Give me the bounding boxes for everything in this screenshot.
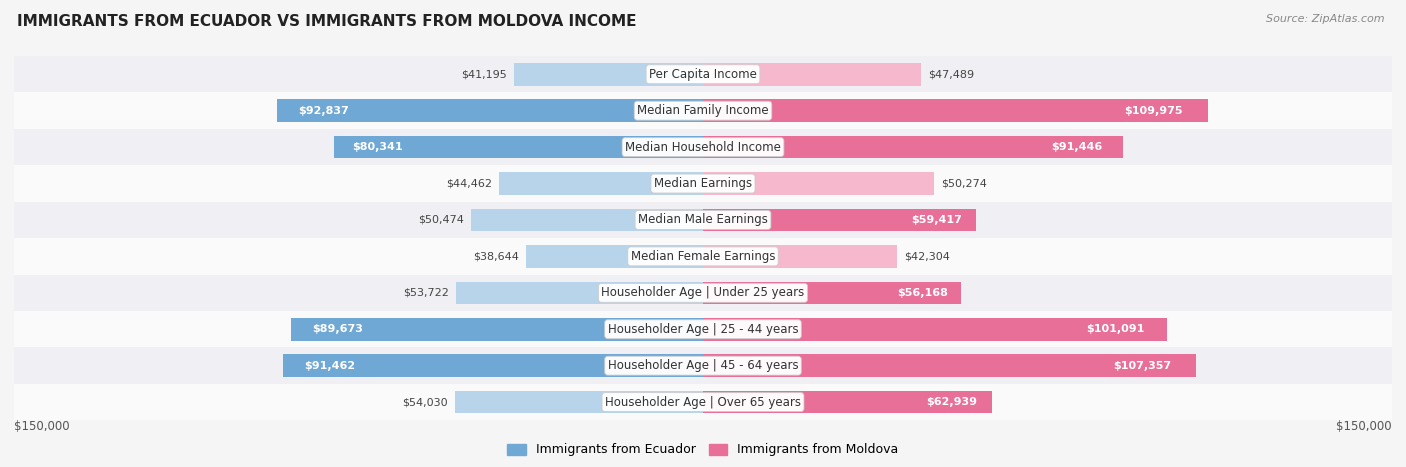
Text: $42,304: $42,304 xyxy=(904,251,950,262)
Bar xyxy=(526,245,703,268)
Bar xyxy=(703,354,1197,377)
Bar xyxy=(513,63,703,85)
Bar xyxy=(14,129,1392,165)
Bar xyxy=(277,99,703,122)
Bar xyxy=(291,318,703,340)
Bar xyxy=(703,391,993,413)
Text: Median Household Income: Median Household Income xyxy=(626,141,780,154)
Text: $150,000: $150,000 xyxy=(1336,420,1392,433)
Bar xyxy=(14,202,1392,238)
Text: $80,341: $80,341 xyxy=(353,142,404,152)
Text: $47,489: $47,489 xyxy=(928,69,974,79)
Text: $91,462: $91,462 xyxy=(304,361,356,371)
Text: Householder Age | 45 - 64 years: Householder Age | 45 - 64 years xyxy=(607,359,799,372)
Bar xyxy=(14,384,1392,420)
Text: $62,939: $62,939 xyxy=(927,397,977,407)
Text: $50,474: $50,474 xyxy=(419,215,464,225)
Bar xyxy=(14,165,1392,202)
Text: $91,446: $91,446 xyxy=(1050,142,1102,152)
Text: Median Female Earnings: Median Female Earnings xyxy=(631,250,775,263)
Bar xyxy=(703,245,897,268)
Bar xyxy=(703,136,1123,158)
Text: Median Family Income: Median Family Income xyxy=(637,104,769,117)
Text: Median Male Earnings: Median Male Earnings xyxy=(638,213,768,226)
Text: $101,091: $101,091 xyxy=(1085,324,1144,334)
Text: $38,644: $38,644 xyxy=(472,251,519,262)
Text: $59,417: $59,417 xyxy=(911,215,962,225)
Bar xyxy=(283,354,703,377)
Text: $56,168: $56,168 xyxy=(897,288,948,298)
Bar xyxy=(471,209,703,231)
Bar xyxy=(703,63,921,85)
Bar xyxy=(335,136,703,158)
Text: Source: ZipAtlas.com: Source: ZipAtlas.com xyxy=(1267,14,1385,24)
Bar xyxy=(703,318,1167,340)
Text: Householder Age | Under 25 years: Householder Age | Under 25 years xyxy=(602,286,804,299)
Text: $107,357: $107,357 xyxy=(1114,361,1171,371)
Bar xyxy=(456,391,703,413)
Text: $89,673: $89,673 xyxy=(312,324,363,334)
Text: IMMIGRANTS FROM ECUADOR VS IMMIGRANTS FROM MOLDOVA INCOME: IMMIGRANTS FROM ECUADOR VS IMMIGRANTS FR… xyxy=(17,14,637,29)
Bar xyxy=(14,238,1392,275)
Bar xyxy=(703,99,1208,122)
Text: Householder Age | 25 - 44 years: Householder Age | 25 - 44 years xyxy=(607,323,799,336)
Legend: Immigrants from Ecuador, Immigrants from Moldova: Immigrants from Ecuador, Immigrants from… xyxy=(502,439,904,461)
Text: Per Capita Income: Per Capita Income xyxy=(650,68,756,81)
Bar xyxy=(14,311,1392,347)
Bar xyxy=(14,275,1392,311)
Bar xyxy=(703,209,976,231)
Text: $53,722: $53,722 xyxy=(404,288,450,298)
Bar xyxy=(499,172,703,195)
Text: $150,000: $150,000 xyxy=(14,420,70,433)
Bar xyxy=(703,172,934,195)
Bar xyxy=(457,282,703,304)
Text: $54,030: $54,030 xyxy=(402,397,449,407)
Bar xyxy=(14,56,1392,92)
Text: $92,837: $92,837 xyxy=(298,106,349,116)
Text: $44,462: $44,462 xyxy=(446,178,492,189)
Text: $50,274: $50,274 xyxy=(941,178,987,189)
Bar xyxy=(14,92,1392,129)
Text: Median Earnings: Median Earnings xyxy=(654,177,752,190)
Bar xyxy=(14,347,1392,384)
Text: $109,975: $109,975 xyxy=(1125,106,1182,116)
Text: $41,195: $41,195 xyxy=(461,69,508,79)
Bar xyxy=(703,282,960,304)
Text: Householder Age | Over 65 years: Householder Age | Over 65 years xyxy=(605,396,801,409)
